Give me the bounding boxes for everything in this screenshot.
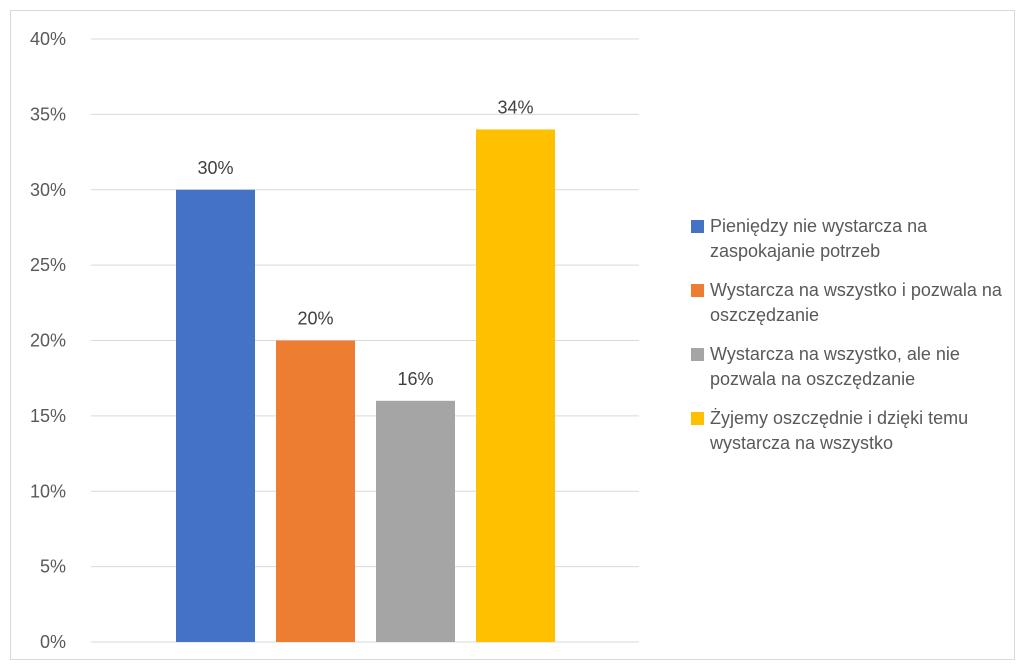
y-tick-label: 5%: [40, 557, 66, 577]
data-label: 20%: [297, 309, 333, 329]
bar: [276, 340, 355, 642]
legend-item: Pieniędzy nie wystarcza na zaspokajanie …: [691, 214, 1021, 264]
bar: [476, 129, 555, 642]
data-labels: 30% 20% 16% 34%: [197, 97, 533, 388]
legend-label: Pieniędzy nie wystarcza na zaspokajanie …: [710, 216, 928, 261]
bars: [176, 129, 555, 642]
y-tick-label: 10%: [30, 481, 66, 501]
legend-label: Wystarcza na wszystko, ale nie pozwala n…: [710, 344, 960, 389]
y-tick-label: 0%: [40, 632, 66, 652]
legend: Pieniędzy nie wystarcza na zaspokajanie …: [691, 214, 1021, 470]
legend-swatch: [691, 220, 704, 233]
chart-frame: 0% 5% 10% 15% 20% 25% 30% 35% 40% 30% 20% 16% 34% P…: [10, 10, 1015, 660]
y-tick-label: 30%: [30, 180, 66, 200]
y-tick-label: 35%: [30, 104, 66, 124]
legend-swatch: [691, 284, 704, 297]
legend-item: Wystarcza na wszystko, ale nie pozwala n…: [691, 342, 1021, 392]
legend-label: Żyjemy oszczędnie i dzięki temu wystarcz…: [710, 408, 969, 453]
y-tick-label: 20%: [30, 331, 66, 351]
bar: [376, 400, 455, 642]
legend-swatch: [691, 412, 704, 425]
legend-label: Wystarcza na wszystko i pozwala na oszcz…: [710, 280, 1002, 325]
y-tick-label: 25%: [30, 255, 66, 275]
y-axis-ticks: 0% 5% 10% 15% 20% 25% 30% 35% 40%: [30, 29, 66, 652]
bar: [176, 189, 255, 642]
data-label: 16%: [397, 369, 433, 389]
data-label: 34%: [497, 97, 533, 117]
bar-chart: 0% 5% 10% 15% 20% 25% 30% 35% 40% 30% 20% 16% 34%: [30, 29, 639, 652]
gridlines: [91, 38, 639, 643]
y-tick-label: 40%: [30, 29, 66, 49]
legend-swatch: [691, 348, 704, 361]
data-label: 30%: [197, 158, 233, 178]
y-tick-label: 15%: [30, 406, 66, 426]
legend-item: Żyjemy oszczędnie i dzięki temu wystarcz…: [691, 406, 1021, 456]
legend-item: Wystarcza na wszystko i pozwala na oszcz…: [691, 278, 1021, 328]
